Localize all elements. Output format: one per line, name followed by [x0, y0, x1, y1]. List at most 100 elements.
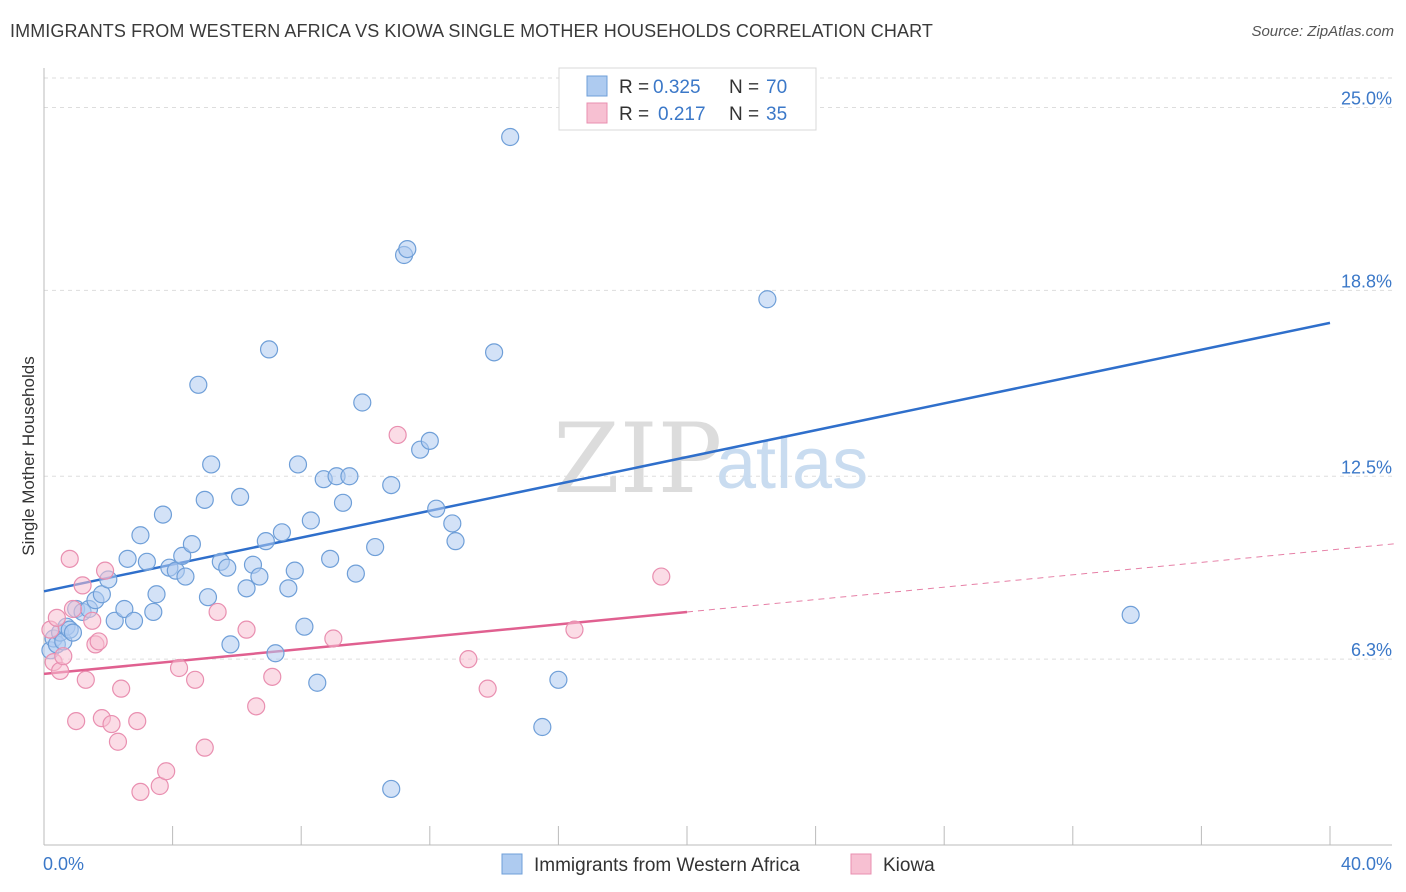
data-point-pink	[169, 658, 189, 678]
data-point-blue	[321, 549, 340, 568]
data-point-blue	[176, 567, 195, 586]
data-point-blue	[308, 673, 327, 692]
data-point-blue	[105, 611, 124, 630]
data-point-blue	[173, 546, 192, 566]
data-point-pink	[478, 679, 497, 698]
data-point-blue	[501, 127, 520, 147]
bottom-legend-label-blue: Immigrants from Western Africa	[534, 855, 800, 876]
legend-n-value-1: 70	[766, 77, 787, 98]
data-point-pink	[247, 697, 266, 716]
data-point-pink	[195, 738, 214, 757]
trend-lines	[43, 321, 1395, 676]
trend-line-dashed-pink	[686, 543, 1395, 613]
bottom-legend-label-pink: Kiowa	[883, 855, 935, 876]
data-point-pink	[388, 425, 407, 445]
data-point-blue	[131, 526, 150, 545]
data-point-blue	[398, 240, 417, 259]
data-point-pink	[54, 647, 73, 666]
data-point-pink	[565, 620, 584, 639]
data-point-blue	[420, 431, 439, 450]
data-point-blue	[333, 493, 353, 512]
data-point-blue	[285, 561, 304, 580]
watermark-atlas: atlas	[716, 424, 868, 504]
data-point-blue	[237, 579, 256, 598]
data-point-pink	[459, 650, 478, 669]
y-tick-label: 12.5%	[1341, 457, 1392, 477]
data-point-blue	[115, 599, 134, 619]
trend-line-blue	[43, 321, 1331, 593]
legend-n-value-2: 35	[766, 104, 787, 125]
data-point-blue	[250, 567, 269, 586]
data-point-blue	[195, 490, 214, 509]
data-point-pink	[186, 670, 205, 689]
data-point-pink	[263, 667, 282, 686]
data-point-pink	[652, 567, 671, 586]
legend-n-label-2: N =	[729, 104, 759, 125]
data-point-blue	[295, 617, 314, 636]
data-points	[41, 127, 1140, 802]
data-point-pink	[89, 632, 108, 651]
data-point-blue	[231, 487, 250, 506]
data-point-blue	[144, 602, 163, 622]
data-point-blue	[202, 455, 221, 474]
watermark-zip: ZIP	[553, 403, 722, 515]
data-point-pink	[63, 599, 83, 619]
bottom-legend-swatch-blue	[501, 853, 523, 875]
bottom-legend-swatch-pink	[850, 853, 872, 875]
data-point-blue	[259, 340, 279, 359]
data-point-blue	[485, 343, 504, 362]
data-point-pink	[76, 670, 95, 689]
data-point-blue	[153, 505, 173, 524]
data-point-pink	[60, 549, 79, 568]
data-point-pink	[208, 602, 227, 622]
y-tick-label: 6.3%	[1351, 640, 1392, 660]
legend-swatch-blue	[586, 75, 608, 97]
data-point-blue	[288, 455, 308, 474]
data-point-blue	[758, 290, 777, 309]
chart-title: IMMIGRANTS FROM WESTERN AFRICA VS KIOWA …	[10, 21, 933, 41]
legend-r-label-2: R =	[619, 104, 649, 125]
data-point-blue	[147, 585, 166, 604]
data-point-blue	[443, 514, 462, 533]
data-point-blue	[266, 644, 285, 663]
legend-r-value-2: 0.217	[658, 104, 706, 125]
data-point-blue	[218, 558, 237, 577]
y-axis-label: Single Mother Households	[19, 356, 38, 555]
source-label: Source: ZipAtlas.com	[1251, 23, 1394, 40]
data-point-blue	[301, 511, 320, 530]
grid-lines	[44, 77, 1392, 660]
data-point-blue	[137, 552, 156, 571]
trend-line-pink	[43, 610, 688, 676]
data-point-blue	[221, 635, 240, 654]
data-point-pink	[47, 608, 66, 627]
data-point-blue	[279, 579, 298, 598]
x-tick-label-min: 0.0%	[43, 854, 84, 874]
data-point-blue	[272, 523, 292, 542]
legend-r-value-1: 0.325	[653, 77, 701, 98]
y-tick-labels: 6.3% 12.5% 18.8% 25.0%	[1341, 89, 1392, 661]
data-point-blue	[63, 623, 83, 642]
data-point-blue	[533, 717, 552, 737]
data-point-pink	[108, 732, 128, 751]
data-point-blue	[340, 467, 359, 486]
y-tick-label: 25.0%	[1341, 89, 1392, 109]
data-point-pink	[95, 561, 115, 580]
data-point-blue	[118, 549, 137, 568]
bottom-legend: Immigrants from Western Africa Kiowa	[501, 853, 935, 876]
data-point-blue	[382, 779, 401, 799]
data-point-pink	[237, 620, 256, 639]
y-tick-label: 18.8%	[1341, 271, 1392, 291]
data-point-pink	[131, 782, 150, 802]
data-point-pink	[73, 576, 92, 595]
data-point-blue	[382, 476, 401, 495]
x-tick-label-max: 40.0%	[1341, 854, 1392, 874]
data-point-pink	[50, 661, 70, 681]
data-point-blue	[353, 393, 372, 412]
data-point-pink	[324, 629, 343, 648]
data-point-blue	[446, 532, 465, 551]
data-point-blue	[1121, 605, 1140, 625]
data-point-blue	[366, 537, 385, 557]
data-point-blue	[346, 564, 365, 583]
data-point-blue	[189, 375, 208, 394]
